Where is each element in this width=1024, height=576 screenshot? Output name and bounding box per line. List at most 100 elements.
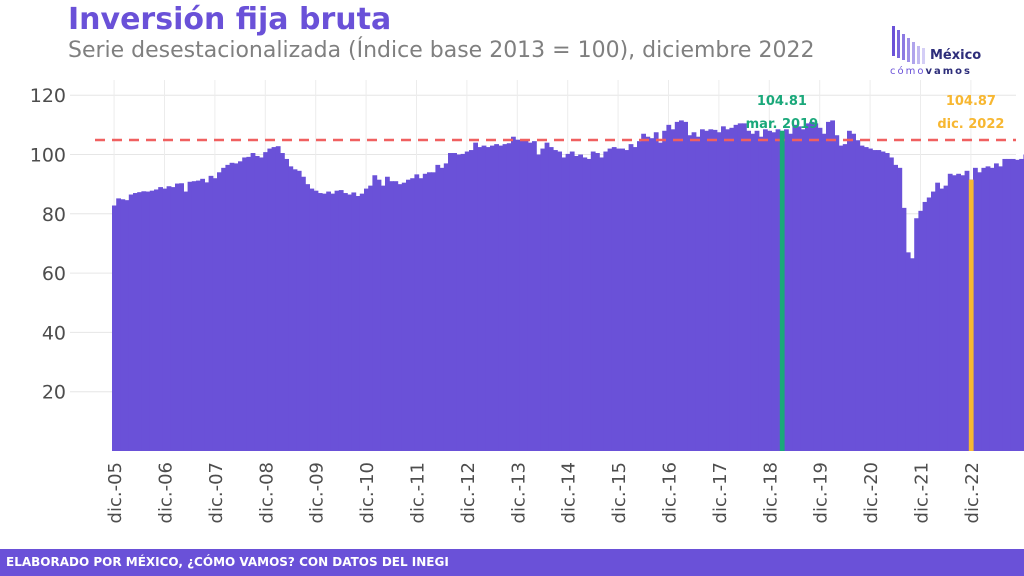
bar xyxy=(628,144,634,451)
bar xyxy=(464,151,470,451)
bar xyxy=(212,178,218,451)
bar xyxy=(876,150,882,452)
x-tick-label: dic.-11 xyxy=(408,462,429,523)
bar xyxy=(712,129,718,451)
bar xyxy=(162,188,168,451)
bar xyxy=(506,143,512,451)
bar xyxy=(540,148,546,451)
bar xyxy=(204,182,210,451)
bar xyxy=(687,135,693,452)
bar xyxy=(985,166,991,452)
bar xyxy=(914,218,919,451)
bar xyxy=(242,157,247,451)
x-tick-label: dic.-05 xyxy=(105,462,126,523)
bar xyxy=(834,135,840,452)
bar xyxy=(317,193,323,452)
bar xyxy=(653,132,659,451)
bar xyxy=(574,155,579,452)
bar xyxy=(838,145,844,452)
bar xyxy=(561,157,567,451)
bar xyxy=(536,154,541,451)
bar xyxy=(788,133,793,451)
bar xyxy=(796,126,802,452)
bar xyxy=(893,164,898,451)
bar xyxy=(368,185,373,451)
bar xyxy=(956,173,961,451)
bar xyxy=(288,166,294,452)
bar xyxy=(637,141,642,451)
bar xyxy=(649,138,655,451)
bar xyxy=(191,181,197,451)
bar xyxy=(527,142,533,451)
bar xyxy=(763,129,768,452)
bar xyxy=(716,132,722,451)
bar xyxy=(305,184,310,451)
bar xyxy=(456,154,462,451)
bar xyxy=(519,140,525,451)
bar xyxy=(800,129,806,452)
bar xyxy=(481,145,487,452)
bar xyxy=(401,182,407,452)
bar-chart: 104.81 mar. 2019 104.87 dic. 2022 20 40 60 80 10… xyxy=(30,80,1024,523)
bar xyxy=(1019,158,1024,451)
bar xyxy=(196,180,201,452)
bar xyxy=(666,124,672,451)
bar xyxy=(183,191,189,451)
bar xyxy=(448,153,453,451)
bar xyxy=(952,175,957,451)
bar xyxy=(532,141,537,451)
bar xyxy=(208,175,214,451)
bar xyxy=(607,148,613,451)
bar xyxy=(498,145,504,452)
bar xyxy=(393,181,399,451)
x-tick-label: dic.-17 xyxy=(710,462,731,523)
bar xyxy=(485,147,491,451)
bar xyxy=(439,167,445,451)
x-tick-label: dic.-14 xyxy=(559,462,580,523)
bar xyxy=(427,172,432,452)
bar xyxy=(910,258,915,451)
bar xyxy=(582,157,588,451)
bar xyxy=(124,200,130,451)
bar xyxy=(380,185,386,451)
bar xyxy=(742,123,747,452)
bar xyxy=(994,163,999,451)
bar xyxy=(515,139,520,452)
bar xyxy=(548,147,554,451)
bar xyxy=(338,190,344,451)
bar xyxy=(809,121,814,451)
bar xyxy=(847,130,852,451)
bar xyxy=(275,146,281,451)
bar xyxy=(939,188,945,451)
bar xyxy=(313,190,319,451)
annotation-value-label: 104.87 xyxy=(946,94,996,109)
bar xyxy=(133,193,138,452)
bar xyxy=(347,194,352,451)
bar xyxy=(343,193,348,452)
bar xyxy=(884,153,890,451)
x-tick-label: dic.-19 xyxy=(811,462,832,523)
x-tick-label: dic.-09 xyxy=(307,462,328,523)
x-tick-label: dic.-10 xyxy=(357,462,378,523)
bar xyxy=(721,126,726,452)
bar xyxy=(683,121,688,451)
bar xyxy=(922,201,928,451)
bar xyxy=(355,196,361,451)
bar xyxy=(632,147,638,451)
x-tick-label: dic.-07 xyxy=(206,462,227,523)
bar xyxy=(120,199,126,451)
bar xyxy=(309,188,315,451)
bar xyxy=(599,157,604,451)
bar xyxy=(292,169,298,451)
bar xyxy=(443,163,449,451)
bar xyxy=(821,133,827,451)
bar xyxy=(695,136,701,451)
bar xyxy=(254,155,260,452)
bar xyxy=(414,174,420,452)
bar xyxy=(112,205,117,451)
bar xyxy=(704,130,709,451)
bar xyxy=(271,147,277,451)
bar xyxy=(200,178,205,452)
bar xyxy=(330,193,336,451)
x-tick-label: dic.-12 xyxy=(458,462,479,523)
